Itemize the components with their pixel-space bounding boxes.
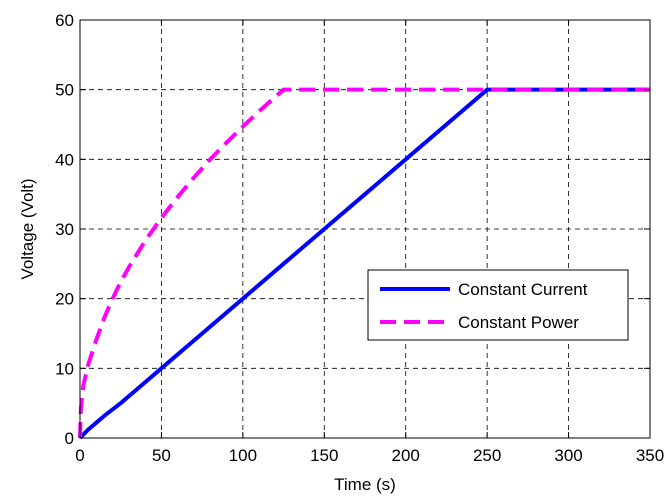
x-tick-labels: 0 50 100 150 200 250 300 350 (75, 446, 664, 465)
y-tick-label: 30 (55, 220, 74, 239)
y-tick-label: 20 (55, 290, 74, 309)
x-axis-label: Time (s) (334, 475, 396, 494)
x-tick-label: 0 (75, 446, 84, 465)
y-tick-label: 60 (55, 11, 74, 30)
y-tick-labels: 0 10 20 30 40 50 60 (55, 11, 74, 448)
x-tick-label: 150 (310, 446, 338, 465)
tick-marks (79, 19, 651, 439)
legend: Constant Current Constant Power (367, 269, 629, 341)
legend-label-constant-power: Constant Power (458, 313, 579, 332)
series-layer (78, 87, 650, 440)
y-tick-label: 40 (55, 150, 74, 169)
y-tick-label: 50 (55, 81, 74, 100)
y-axis-label: Voltage (Volt) (18, 178, 37, 279)
x-tick-label: 100 (229, 446, 257, 465)
y-tick-label: 0 (65, 429, 74, 448)
series-line-constant-power (78, 87, 650, 439)
x-tick-label: 50 (152, 446, 171, 465)
x-tick-label: 200 (392, 446, 420, 465)
x-tick-label: 250 (473, 446, 501, 465)
legend-box (367, 269, 629, 341)
y-tick-label: 10 (55, 359, 74, 378)
x-tick-label: 350 (636, 446, 664, 465)
legend-label-constant-current: Constant Current (458, 280, 588, 299)
x-tick-label: 300 (554, 446, 582, 465)
